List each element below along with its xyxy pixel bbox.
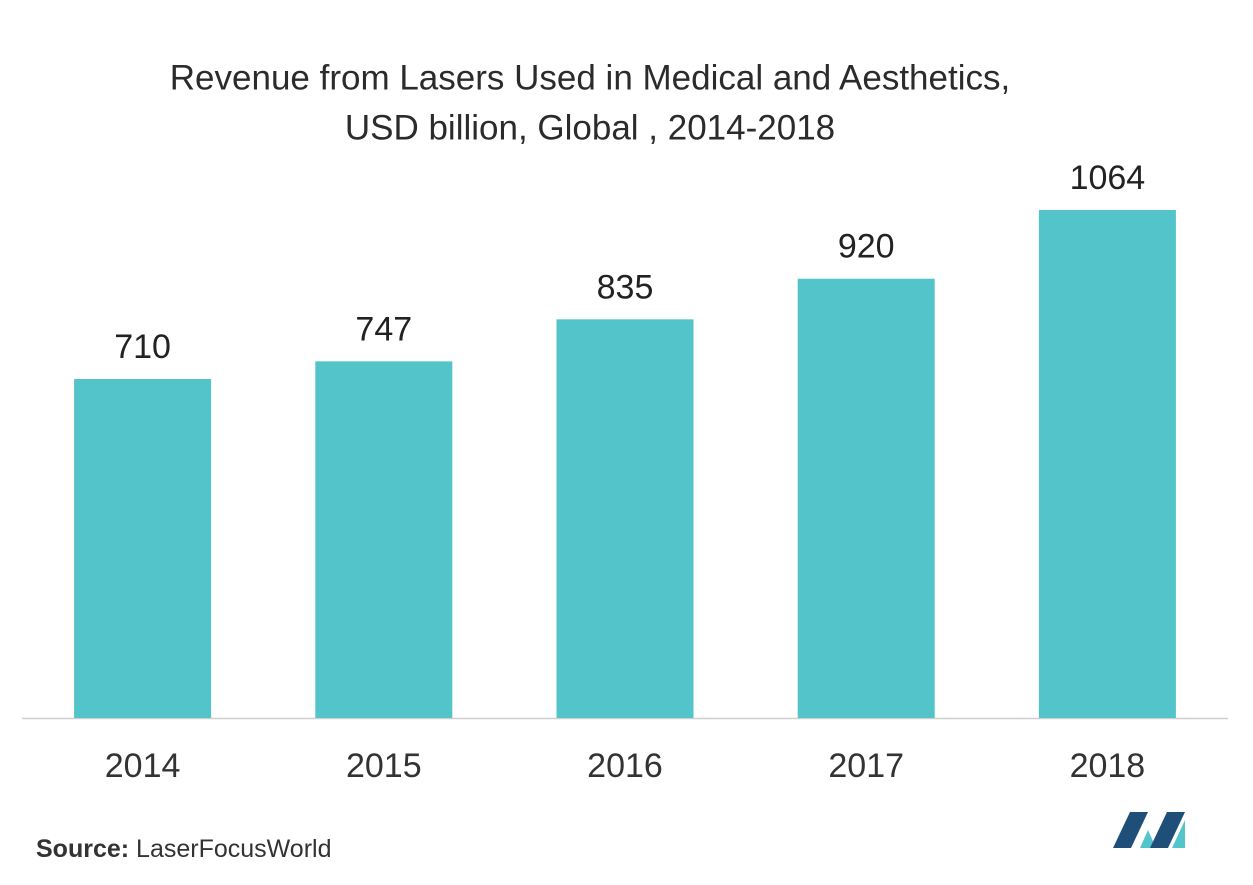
source-text: LaserFocusWorld xyxy=(136,835,331,863)
x-tick-label: 2016 xyxy=(587,747,663,785)
bar xyxy=(315,361,453,718)
x-tick-label: 2014 xyxy=(105,747,181,785)
value-label: 920 xyxy=(838,228,895,266)
bar xyxy=(74,379,212,718)
x-tick-label: 2015 xyxy=(346,747,422,785)
value-label: 747 xyxy=(355,310,412,348)
logo xyxy=(1113,812,1185,848)
chart-title: USD billion, Global , 2014-2018 xyxy=(345,108,835,147)
value-label: 710 xyxy=(114,328,171,366)
x-tick-label: 2018 xyxy=(1070,747,1146,785)
chart-title: Revenue from Lasers Used in Medical and … xyxy=(170,58,1010,97)
bar xyxy=(556,319,694,718)
source-label: Source: xyxy=(36,835,129,863)
bar xyxy=(797,278,935,718)
bar xyxy=(1038,210,1176,718)
x-tick-label: 2017 xyxy=(828,747,904,785)
source: Source: LaserFocusWorld xyxy=(36,835,332,863)
value-label: 835 xyxy=(597,268,654,306)
value-label: 1064 xyxy=(1070,159,1146,197)
